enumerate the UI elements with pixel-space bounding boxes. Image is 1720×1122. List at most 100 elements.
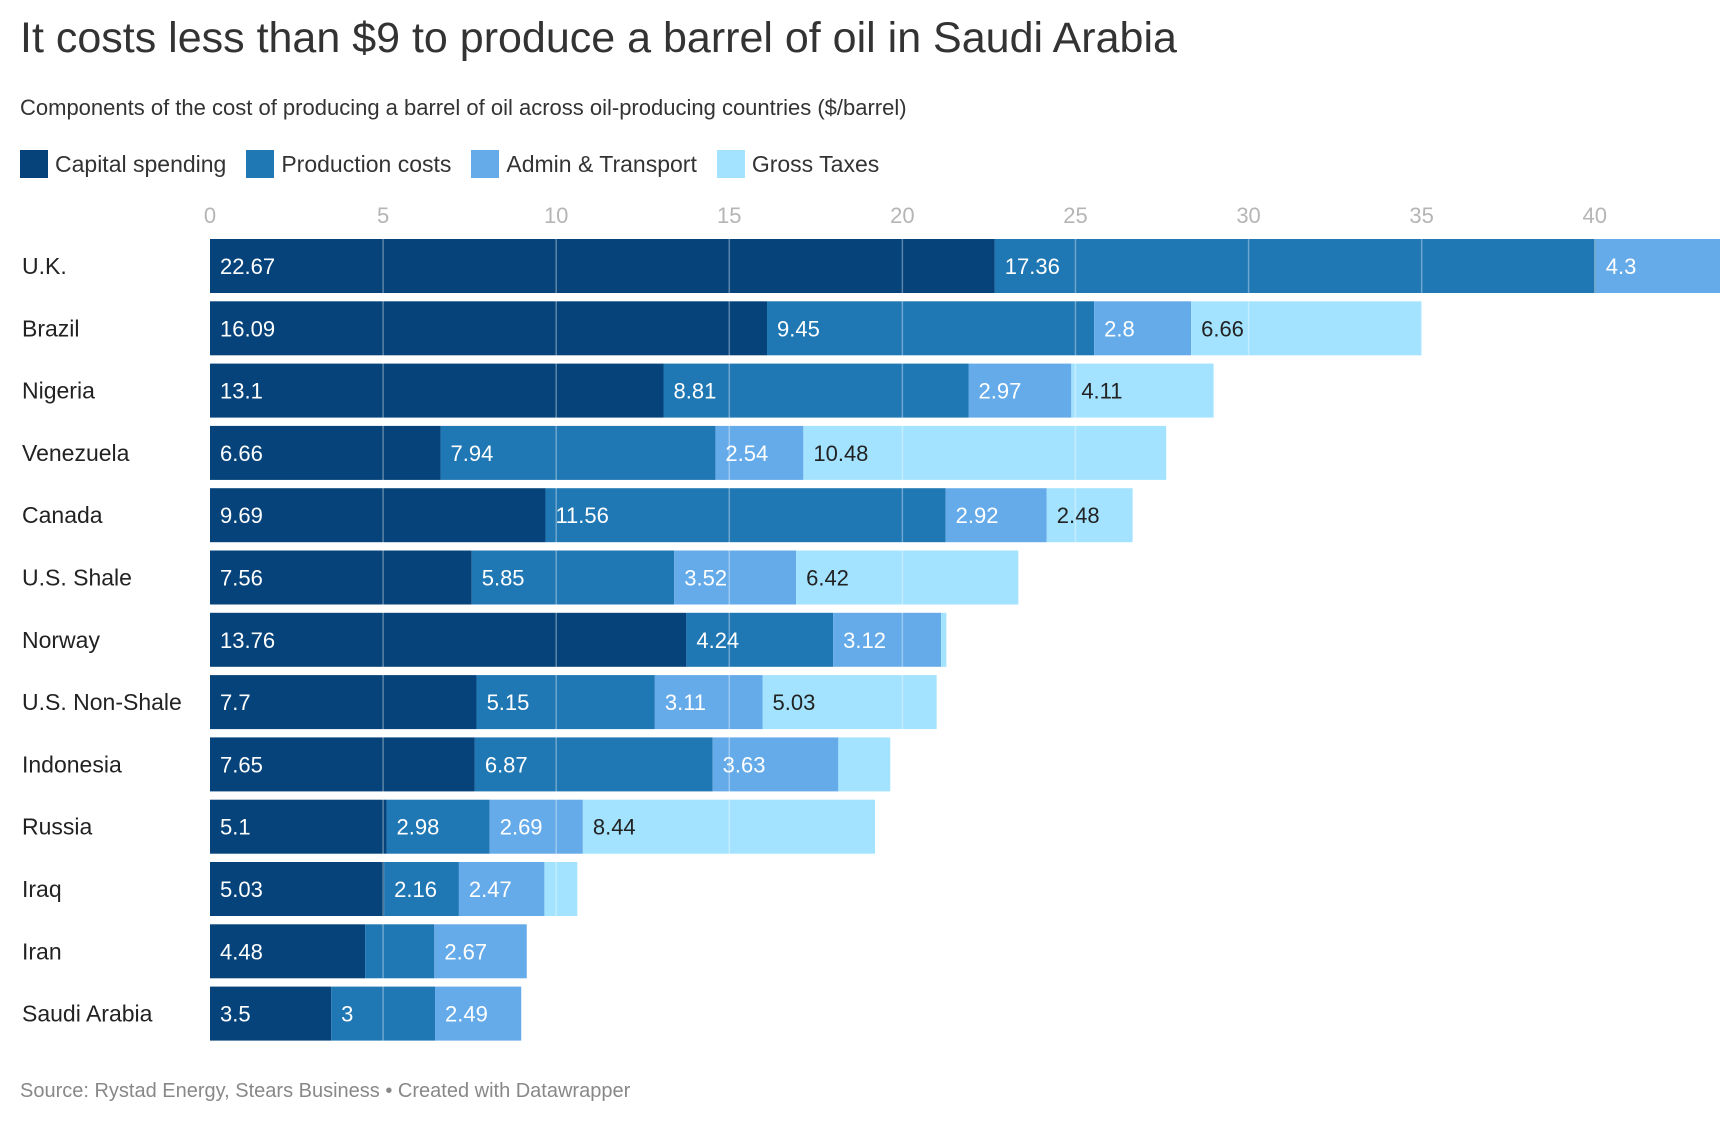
data-label: 3.63 [723, 752, 766, 777]
legend-swatch [246, 150, 275, 178]
bar-segment [767, 301, 1095, 356]
data-label: 8.44 [593, 815, 636, 840]
bar-segment [1071, 363, 1214, 418]
legend-swatch [471, 150, 500, 178]
bar-segment [210, 737, 475, 792]
bar-segment [544, 862, 578, 916]
legend-label: Gross Taxes [751, 150, 880, 177]
legend-label: Admin & Transport [506, 150, 697, 177]
bar-segment [210, 924, 366, 979]
bar-segment [384, 862, 459, 916]
bar-segment [796, 550, 1019, 605]
data-label: 5.03 [773, 690, 816, 715]
x-tick-label: 35 [1409, 203, 1433, 228]
data-label: 6.66 [1201, 316, 1244, 341]
bar-segment [1191, 301, 1422, 356]
bar-segment [471, 550, 675, 605]
data-label: 3.52 [684, 566, 727, 591]
data-label: 2.49 [445, 1002, 488, 1027]
category-label: Iraq [22, 876, 62, 902]
bar-segment [833, 612, 942, 667]
category-label: Iran [22, 938, 62, 964]
bar-segment [386, 799, 490, 854]
category-label: U.K. [22, 253, 67, 279]
bar-segment [210, 612, 687, 667]
data-label: 22.67 [220, 254, 275, 279]
chart-title: It costs less than $9 to produce a barre… [20, 14, 1177, 62]
legend-swatch [20, 150, 48, 178]
x-tick-label: 0 [204, 203, 216, 228]
bar-segment [210, 675, 477, 730]
data-label: 2.48 [1057, 503, 1100, 528]
legend-item: Admin & Transport [471, 150, 697, 178]
data-label: 2.67 [444, 939, 487, 964]
category-label: Indonesia [22, 751, 122, 777]
bar-segment [674, 550, 797, 605]
category-label: U.S. Shale [22, 565, 132, 591]
bar-segment [435, 986, 522, 1041]
data-label: 16.09 [220, 316, 275, 341]
bar-segment [712, 737, 839, 792]
data-label: 7.65 [220, 752, 263, 777]
data-label: 2.98 [397, 815, 440, 840]
x-tick-label: 5 [377, 203, 389, 228]
x-tick-label: 25 [1063, 203, 1087, 228]
data-label: 2.16 [394, 877, 437, 902]
legend-label: Capital spending [55, 150, 227, 177]
data-label: 2.97 [979, 379, 1022, 404]
bar-segment [210, 488, 546, 543]
data-label: 5.03 [220, 877, 263, 902]
data-label: 17.36 [1005, 254, 1060, 279]
bar-segment [1094, 301, 1192, 356]
data-label: 6.87 [485, 752, 528, 777]
bar-segment [654, 675, 763, 730]
bar-segment [210, 550, 472, 605]
bar-segment [762, 675, 937, 730]
bar-segment [945, 488, 1047, 543]
category-label: Russia [22, 814, 93, 840]
data-label: 8.81 [674, 379, 717, 404]
data-label: 4.3 [1606, 254, 1637, 279]
bar-segment [968, 363, 1072, 418]
data-label: 13.76 [220, 628, 275, 653]
bar-segment [440, 425, 716, 480]
x-tick-label: 30 [1236, 203, 1260, 228]
bar-segment [686, 612, 834, 667]
bar-segment [210, 799, 387, 854]
data-label: 3 [341, 1002, 353, 1027]
data-label: 2.69 [500, 815, 543, 840]
bar-segment [210, 363, 664, 418]
x-tick-label: 40 [1583, 203, 1607, 228]
data-label: 3.11 [665, 690, 706, 715]
data-label: 2.47 [469, 877, 512, 902]
data-label: 4.48 [220, 939, 263, 964]
category-label: Canada [22, 502, 103, 528]
bar-segment [663, 363, 969, 418]
legend-label: Production costs [281, 150, 452, 177]
bar-segment [582, 799, 876, 854]
category-label: Nigeria [22, 378, 95, 404]
bar-segment [476, 675, 655, 730]
x-tick-label: 10 [544, 203, 568, 228]
legend-swatch [716, 150, 745, 178]
bar-segment [941, 612, 947, 667]
data-label: 11.56 [555, 503, 608, 528]
bar-segment [210, 301, 768, 356]
x-tick-label: 20 [890, 203, 914, 228]
data-label: 5.1 [220, 815, 251, 840]
data-label: 4.24 [696, 628, 739, 653]
data-label: 2.8 [1104, 316, 1135, 341]
data-label: 7.7 [220, 690, 251, 715]
data-label: 10.48 [813, 441, 868, 466]
data-label: 3.12 [843, 628, 886, 653]
data-label: 2.92 [956, 503, 999, 528]
bar-segment [365, 924, 435, 979]
data-label: 6.66 [220, 441, 263, 466]
bar-segment [210, 239, 995, 293]
data-label: 2.54 [725, 441, 768, 466]
plot-area: 0 5 10 15 20 25 30 35 40 U.K. 22.67 17.36 4.3 Brazil 1… [22, 203, 1720, 1041]
bar-segment [1595, 239, 1720, 293]
legend-item: Capital spending [20, 150, 226, 178]
bar-segment [210, 862, 385, 916]
